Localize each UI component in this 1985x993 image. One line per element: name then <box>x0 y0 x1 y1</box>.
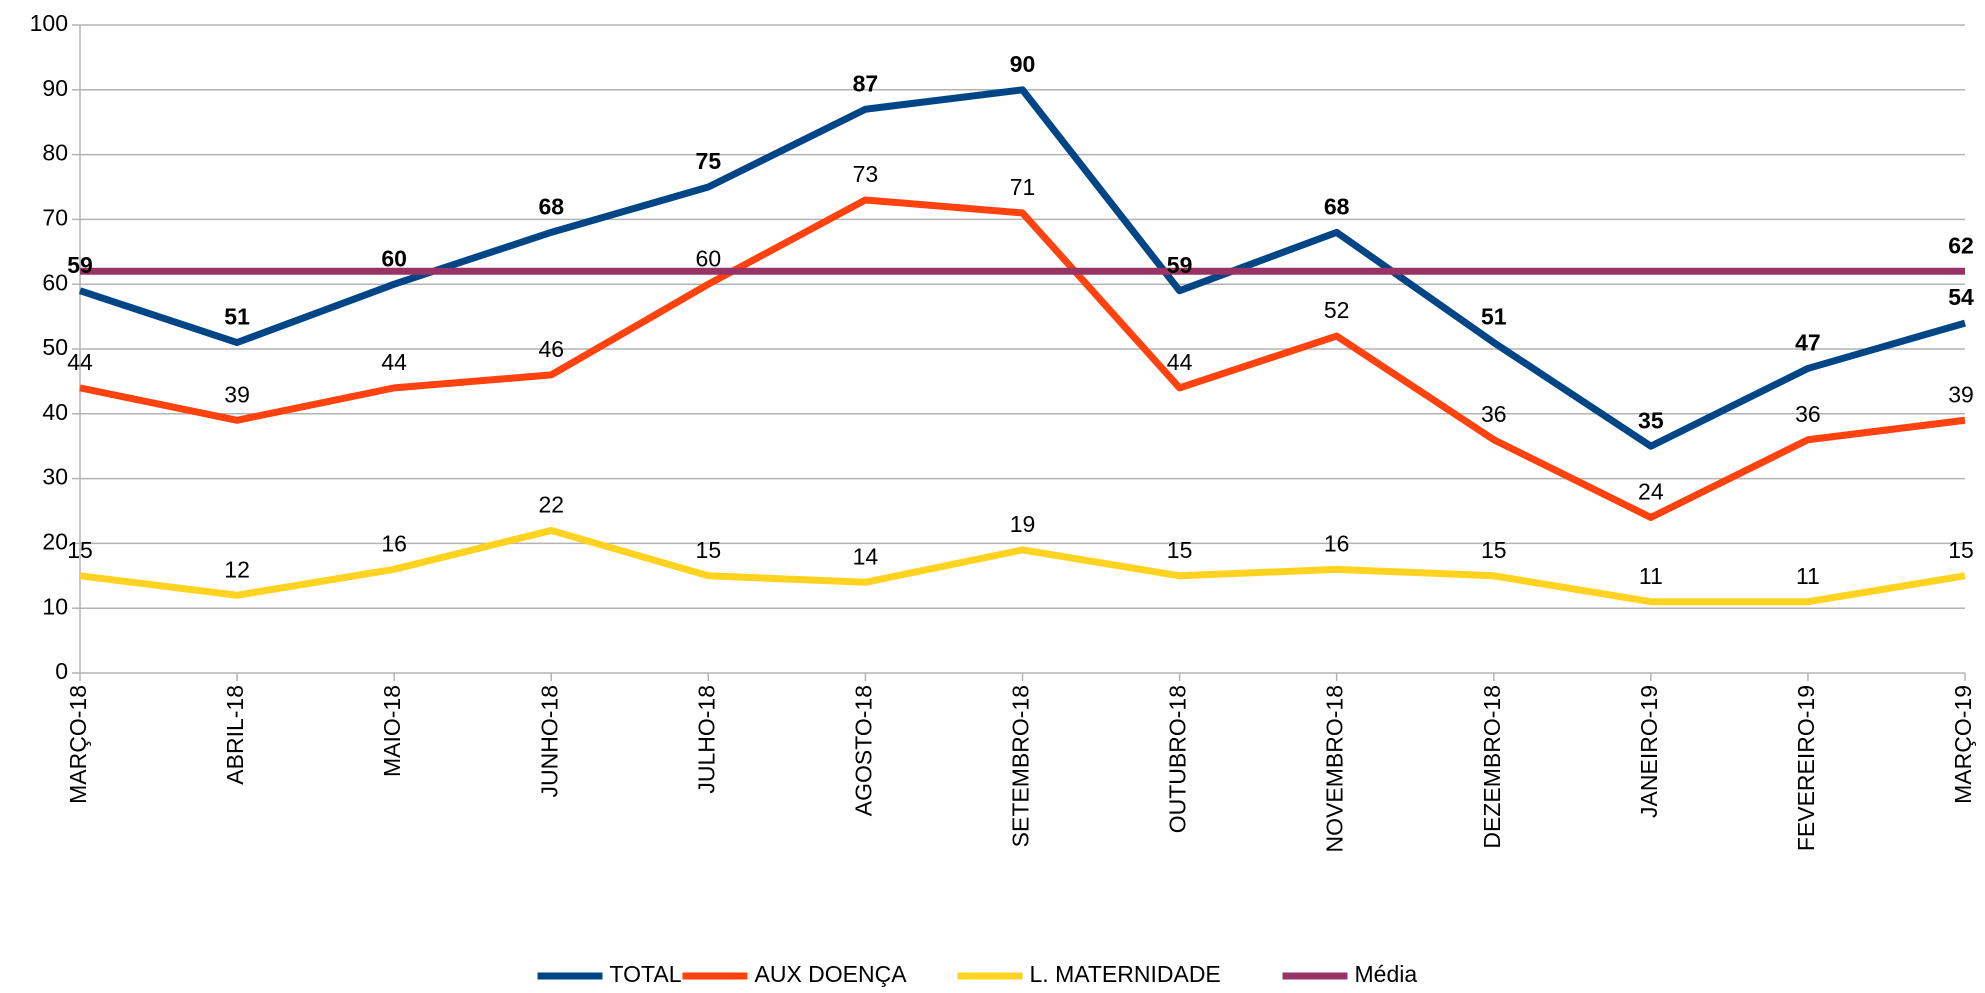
data-label: 16 <box>1324 530 1350 556</box>
data-label: 15 <box>696 537 722 563</box>
x-tick-label: OUTUBRO-18 <box>1165 685 1191 833</box>
y-tick-label: 10 <box>42 593 68 619</box>
legend-label: AUX DOENÇA <box>755 961 908 987</box>
data-label: 75 <box>696 148 722 174</box>
x-tick-label: FEVEREIRO-19 <box>1793 685 1819 851</box>
data-label: 44 <box>381 349 407 375</box>
data-label: 15 <box>67 537 93 563</box>
x-tick-label: AGOSTO-18 <box>850 685 876 816</box>
data-label: 68 <box>538 193 564 219</box>
y-tick-label: 40 <box>42 399 68 425</box>
series-line <box>79 196 1966 521</box>
data-label: 12 <box>224 556 250 582</box>
data-label: 15 <box>1167 537 1193 563</box>
data-label: 15 <box>1481 537 1507 563</box>
y-tick-label: 90 <box>42 75 68 101</box>
y-tick-label: 0 <box>55 658 68 684</box>
x-tick-label: JUNHO-18 <box>536 685 562 797</box>
x-tick-label: DEZEMBRO-18 <box>1479 685 1505 849</box>
y-tick-label: 20 <box>42 528 68 554</box>
data-label: 44 <box>1167 349 1193 375</box>
x-tick-label: MARÇO-18 <box>65 685 91 804</box>
y-tick-label: 30 <box>42 464 68 490</box>
x-tick-label: JULHO-18 <box>693 685 719 794</box>
data-label: 44 <box>67 349 93 375</box>
data-label: 36 <box>1795 401 1821 427</box>
data-label: 39 <box>1948 381 1974 407</box>
data-label: 59 <box>67 252 93 278</box>
data-label: 11 <box>1796 563 1820 589</box>
data-label: 51 <box>224 304 250 330</box>
y-tick-label: 70 <box>42 204 68 230</box>
data-label: 68 <box>1324 193 1350 219</box>
data-label: 59 <box>1167 252 1193 278</box>
x-tick-label: NOVEMBRO-18 <box>1322 685 1348 852</box>
legend-label: TOTAL <box>610 961 682 987</box>
data-label: 62 <box>1948 232 1974 258</box>
data-label: 47 <box>1795 330 1821 356</box>
data-label: 87 <box>853 70 879 96</box>
data-label: 35 <box>1638 407 1664 433</box>
data-label: 11 <box>1639 563 1663 589</box>
data-label: 39 <box>224 381 250 407</box>
y-tick-label: 80 <box>42 140 68 166</box>
data-label: 46 <box>538 336 564 362</box>
y-tick-label: 100 <box>30 10 68 36</box>
data-label: 51 <box>1481 304 1507 330</box>
data-label: 52 <box>1324 297 1350 323</box>
data-label: 90 <box>1010 51 1036 77</box>
y-tick-label: 50 <box>42 334 68 360</box>
x-tick-label: ABRIL-18 <box>222 685 248 785</box>
y-tick-label: 60 <box>42 269 68 295</box>
x-tick-label: SETEMBRO-18 <box>1008 685 1034 847</box>
series-line <box>78 86 1966 450</box>
data-label: 22 <box>538 492 564 518</box>
data-label: 73 <box>853 161 879 187</box>
data-label: 14 <box>853 543 879 569</box>
x-tick-label: JANEIRO-19 <box>1636 685 1662 818</box>
x-tick-label: MAIO-18 <box>379 685 405 777</box>
data-label: 15 <box>1948 537 1974 563</box>
data-label: 19 <box>1010 511 1036 537</box>
legend-label: Média <box>1355 961 1418 987</box>
legend-label: L. MATERNIDADE <box>1030 961 1221 987</box>
data-label: 36 <box>1481 401 1507 427</box>
data-label: 60 <box>696 245 722 271</box>
data-label: 54 <box>1948 284 1974 310</box>
x-tick-label: MARÇO-19 <box>1950 685 1976 804</box>
data-label: 24 <box>1638 479 1664 505</box>
series-line <box>79 526 1966 606</box>
data-label: 16 <box>381 530 407 556</box>
data-label: 60 <box>381 245 407 271</box>
data-label: 71 <box>1010 174 1036 200</box>
